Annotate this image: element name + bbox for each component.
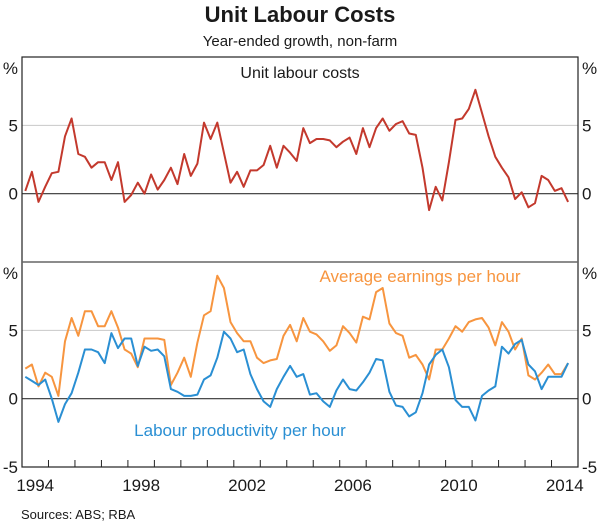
y-tick-label-left: 0 — [9, 185, 18, 204]
y-unit-right: % — [582, 264, 597, 283]
x-tick-label: 2002 — [228, 476, 266, 495]
y-tick-label-right: 0 — [582, 390, 591, 409]
y-tick-label-left: 0 — [9, 390, 18, 409]
series-line-earnings — [24, 274, 569, 397]
x-tick-label: 2006 — [334, 476, 372, 495]
y-tick-label-right: 0 — [582, 185, 591, 204]
series-line-ulc — [24, 88, 570, 212]
y-tick-label-left: 5 — [9, 116, 18, 135]
source-note: Sources: ABS; RBA — [21, 507, 135, 522]
y-unit-right: % — [582, 59, 597, 78]
x-tick-label: 1994 — [16, 476, 54, 495]
series-line-productivity — [24, 330, 570, 423]
x-tick-label: 2010 — [440, 476, 478, 495]
y-unit-left: % — [3, 264, 18, 283]
chart-title: Unit Labour Costs — [205, 2, 396, 27]
y-tick-label-left: -5 — [3, 458, 18, 477]
y-tick-label-right: -5 — [582, 458, 597, 477]
y-unit-left: % — [3, 59, 18, 78]
x-tick-label: 2014 — [546, 476, 584, 495]
y-tick-label-left: 5 — [9, 321, 18, 340]
y-tick-label-right: 5 — [582, 116, 591, 135]
y-tick-label-right: 5 — [582, 321, 591, 340]
legend-productivity: Labour productivity per hour — [134, 421, 346, 440]
x-tick-label: 1998 — [122, 476, 160, 495]
chart-subtitle: Year-ended growth, non-farm — [203, 33, 398, 50]
legend-earnings: Average earnings per hour — [320, 267, 521, 286]
panel-title-ulc: Unit labour costs — [240, 65, 359, 82]
